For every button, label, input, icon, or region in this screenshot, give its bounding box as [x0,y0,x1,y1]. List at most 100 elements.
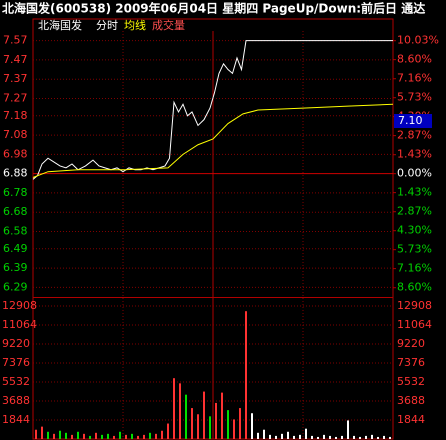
volume-bar [233,419,235,439]
volume-bar [263,429,265,439]
volume-bar [215,402,217,439]
volume-bar [143,434,145,439]
y-tick-label-right: 5532 [397,375,425,388]
volume-bar [161,430,163,439]
y-tick-label: 6.58 [3,224,28,237]
legend-entry: 均线 [124,18,146,32]
y-tick-label: 7.18 [3,109,28,122]
y-tick-label: 7.37 [3,72,28,85]
volume-bar [149,432,151,439]
volume-bar [305,428,307,439]
volume-bar [275,435,277,439]
y-tick-label: 6.98 [3,147,28,160]
y-tick-label-right: 7376 [397,356,425,369]
volume-bar [221,392,223,439]
header: 北海国发(600538) 2009年06月04日 星期四 PageUp/Down… [2,1,425,16]
volume-bar [389,436,391,439]
volume-bar [179,383,181,439]
y-tick-label: 6.88 [3,167,28,180]
volume-bar [47,431,49,439]
y-tick-label-right: 11064 [397,318,432,331]
volume-bar [317,436,319,439]
volume-bar [185,394,187,439]
y-tick-label: 3688 [2,394,30,407]
volume-bar [119,431,121,439]
volume-bar [287,431,289,439]
volume-bar [101,434,103,439]
volume-bar [323,434,325,439]
volume-bar [53,433,55,439]
volume-bar [83,433,85,439]
price-marker-box [394,114,432,128]
volume-bar [131,433,133,439]
y-tick-label: 12908 [2,299,37,312]
y2-tick-label: 2.87% [397,129,432,142]
volume-bar [95,432,97,439]
legend-entry: 成交量 [152,18,185,32]
volume-bar [203,391,205,439]
volume-bar [293,435,295,439]
y-tick-label: 11064 [2,318,37,331]
volume-bar [191,408,193,439]
volume-bar [107,433,109,439]
y-tick-label: 7.27 [3,91,28,104]
y2-tick-label: 2.87% [397,205,432,218]
volume-bar [281,433,283,439]
y-tick-label: 6.49 [3,242,28,255]
volume-bar [77,431,79,439]
volume-bar [359,436,361,439]
y-tick-label: 6.39 [3,261,28,274]
legend-entry: 分时 [96,19,118,32]
volume-bar [335,436,337,439]
volume-bar [329,435,331,439]
y-tick-label: 6.29 [3,280,28,293]
volume-bar [35,429,37,439]
volume-bar [347,420,349,439]
volume-bar [89,435,91,439]
volume-bar [251,413,253,439]
price-line [32,40,393,180]
volume-bar [371,434,373,439]
volume-bar [239,408,241,439]
volume-bar [209,416,211,439]
y2-tick-label: 1.43% [397,148,432,161]
volume-bar [353,435,355,439]
volume-bar [59,430,61,439]
y2-tick-label: 8.60% [397,281,432,294]
y-tick-label: 5532 [2,375,30,388]
volume-bar [125,434,127,439]
y-tick-label: 7376 [2,356,30,369]
volume-bar [269,434,271,439]
volume-bar [167,423,169,439]
y2-tick-label: 7.16% [397,262,432,275]
y-tick-label-right: 1844 [397,413,425,426]
y-tick-label: 7.08 [3,128,28,141]
volume-bar [113,435,115,439]
volume-bar [365,435,367,439]
y2-tick-label: 5.73% [397,243,432,256]
y-tick-label-right: 3688 [397,394,425,407]
y2-tick-label: 8.60% [397,53,432,66]
volume-bar [197,414,199,439]
price-line [32,103,394,178]
legend-title: 北海国发 [38,18,82,32]
y-tick-label-right: 12908 [397,299,432,312]
volume-bar [65,432,67,439]
y-tick-label: 7.47 [3,53,28,66]
volume-bar [245,311,247,439]
volume-bar [377,436,379,439]
y2-tick-label: 0.00% [397,167,432,180]
y2-tick-label: 4.30% [397,224,432,237]
volume-bar [299,434,301,439]
y2-tick-label: 10.03% [397,34,439,47]
volume-bar [41,426,43,439]
y2-tick-label: 1.43% [397,186,432,199]
volume-bar [227,410,229,439]
volume-bar [173,378,175,439]
y-tick-label: 6.78 [3,186,28,199]
volume-bar [137,435,139,439]
price-marker: 7.10 [398,114,423,127]
